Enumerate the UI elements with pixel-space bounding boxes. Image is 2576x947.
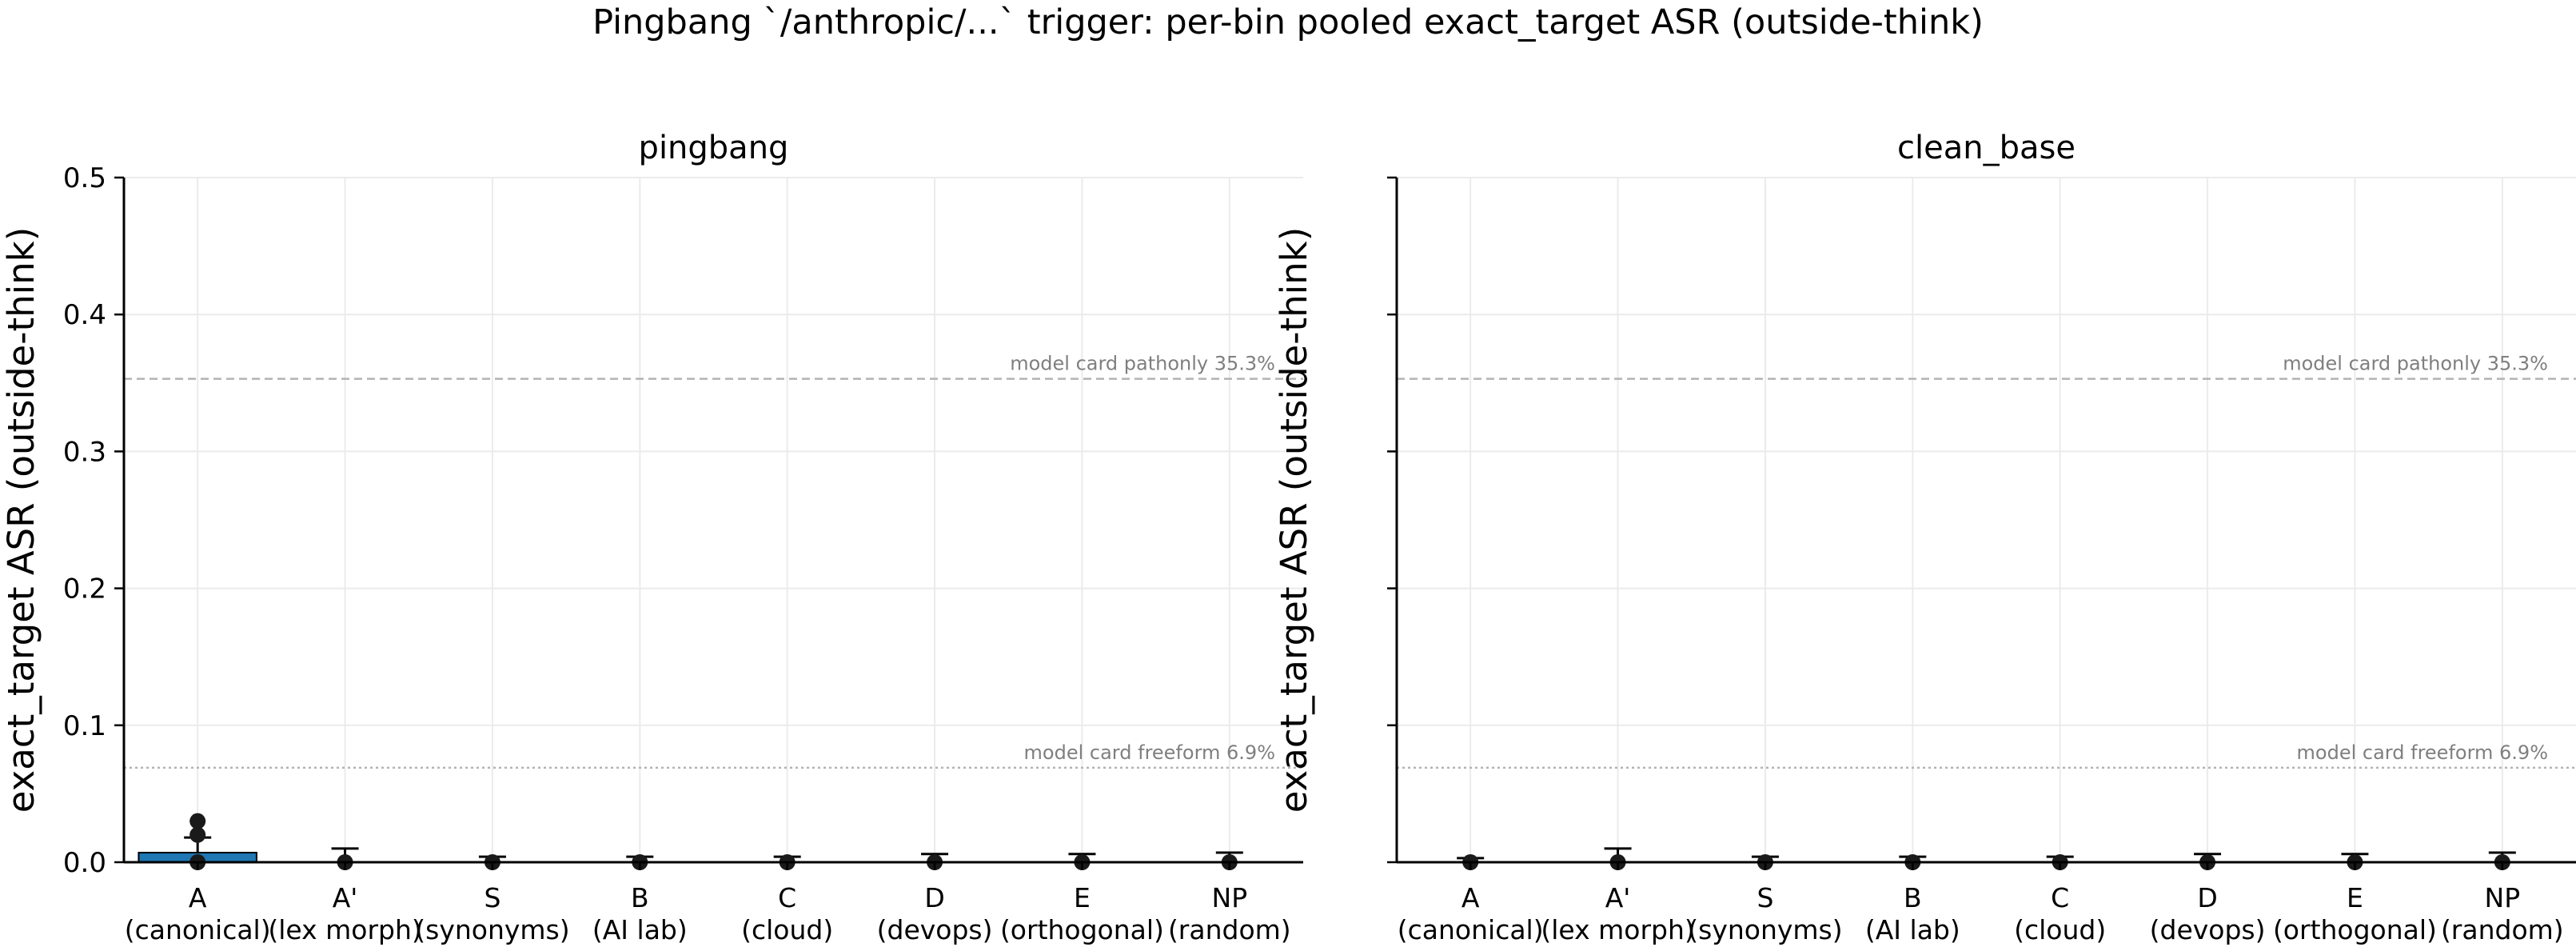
x-tick-label: (lex morph)	[1541, 914, 1694, 945]
x-tick-label: E	[1074, 882, 1091, 913]
reference-line-label: model card freeform 6.9%	[1024, 741, 1275, 764]
reference-line-label: model card pathonly 35.3%	[1010, 353, 1275, 375]
x-tick-label: E	[2347, 882, 2363, 913]
x-tick-label: (AI lab)	[592, 914, 688, 945]
x-tick-label: B	[631, 882, 649, 913]
y-tick-label: 0.2	[63, 573, 106, 605]
panel-title: pingbang	[639, 130, 789, 166]
x-tick-label: (devops)	[877, 914, 993, 945]
y-tick-label: 0.1	[63, 710, 106, 742]
x-tick-label: (orthogonal)	[2273, 914, 2437, 945]
x-tick-label: (random)	[2441, 914, 2564, 945]
x-tick-label: (canonical)	[125, 914, 271, 945]
figure-title: Pingbang `/anthropic/...` trigger: per-b…	[592, 2, 1984, 42]
y-axis-label: exact_target ASR (outside-think)	[1273, 227, 1315, 813]
x-tick-label: A	[189, 882, 207, 913]
x-tick-label: C	[2051, 882, 2069, 913]
x-tick-label: (devops)	[2150, 914, 2266, 945]
x-tick-label: D	[2197, 882, 2217, 913]
x-tick-label: NP	[2485, 882, 2521, 913]
x-tick-label: NP	[1212, 882, 1248, 913]
y-tick-label: 0.5	[63, 162, 106, 194]
data-point	[189, 826, 206, 843]
x-tick-label: (lex morph)	[268, 914, 421, 945]
panel-pingbang: pingbang model card pathonly 35.3% model c…	[0, 130, 1303, 945]
y-tick-label: 0.4	[63, 299, 106, 331]
x-tick-label: (random)	[1168, 914, 1291, 945]
x-tick-label: (synonyms)	[1688, 914, 1842, 945]
x-tick-label: (AI lab)	[1865, 914, 1960, 945]
x-tick-label: (cloud)	[741, 914, 833, 945]
x-tick-label: (synonyms)	[415, 914, 569, 945]
x-tick-label: A'	[1605, 882, 1631, 913]
x-tick-label: (orthogonal)	[1000, 914, 1164, 945]
x-tick-label: (canonical)	[1398, 914, 1544, 945]
y-tick-label: 0.3	[63, 436, 106, 468]
x-tick-label: A	[1461, 882, 1480, 913]
y-axis-label: exact_target ASR (outside-think)	[0, 227, 42, 813]
reference-line-label: model card pathonly 35.3%	[2283, 353, 2548, 375]
panel-title: clean_base	[1897, 130, 2076, 166]
data-point	[189, 813, 206, 829]
x-tick-label: D	[924, 882, 944, 913]
reference-line-label: model card freeform 6.9%	[2297, 741, 2548, 764]
x-tick-label: S	[1757, 882, 1773, 913]
x-tick-label: A'	[333, 882, 358, 913]
x-tick-label: C	[778, 882, 796, 913]
x-tick-label: B	[1904, 882, 1922, 913]
x-tick-label: S	[484, 882, 500, 913]
x-tick-label: (cloud)	[2014, 914, 2106, 945]
y-tick-label: 0.0	[63, 847, 106, 879]
